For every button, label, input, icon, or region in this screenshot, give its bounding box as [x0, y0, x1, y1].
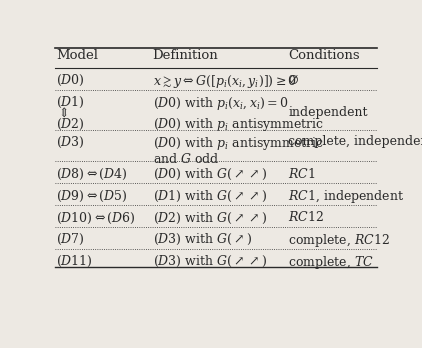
- Text: $(D9) \Leftrightarrow (D5)$: $(D9) \Leftrightarrow (D5)$: [56, 189, 128, 204]
- Text: Definition: Definition: [152, 49, 218, 62]
- Text: $RC$12: $RC$12: [288, 211, 324, 224]
- Text: complete, independent: complete, independent: [288, 135, 422, 148]
- Text: Model: Model: [56, 49, 98, 62]
- Text: $(D0)$: $(D0)$: [56, 73, 85, 88]
- Text: $(D2)$: $(D2)$: [56, 117, 85, 132]
- Text: complete, $RC$12: complete, $RC$12: [288, 232, 390, 250]
- Text: $RC$1: $RC$1: [288, 167, 316, 181]
- Text: Conditions: Conditions: [288, 49, 360, 62]
- Text: complete, $TC$: complete, $TC$: [288, 254, 374, 271]
- Text: independent: independent: [288, 106, 368, 119]
- Text: $(D0)$ with $p_i(x_i, x_i) = 0$: $(D0)$ with $p_i(x_i, x_i) = 0$: [152, 95, 288, 112]
- Text: $x \gtrsim y \Leftrightarrow G([p_i(x_i, y_i)]) \geq 0$: $x \gtrsim y \Leftrightarrow G([p_i(x_i,…: [152, 73, 297, 90]
- Text: $(D1)$: $(D1)$: [56, 95, 85, 110]
- Text: $\varnothing$: $\varnothing$: [288, 73, 299, 86]
- Text: $(D7)$: $(D7)$: [56, 232, 85, 247]
- Text: $(D8) \Leftrightarrow (D4)$: $(D8) \Leftrightarrow (D4)$: [56, 167, 128, 182]
- Text: $(D10) \Leftrightarrow (D6)$: $(D10) \Leftrightarrow (D6)$: [56, 211, 136, 226]
- Text: $(D3)$ with $G(\nearrow\nearrow)$: $(D3)$ with $G(\nearrow\nearrow)$: [152, 254, 267, 269]
- Text: $(D0)$ with $p_i$ antisymmetric: $(D0)$ with $p_i$ antisymmetric: [152, 117, 324, 134]
- Text: $(D3)$ with $G(\nearrow)$: $(D3)$ with $G(\nearrow)$: [152, 232, 252, 247]
- Text: $(D2)$ with $G(\nearrow\nearrow)$: $(D2)$ with $G(\nearrow\nearrow)$: [152, 211, 267, 226]
- Text: $(D1)$ with $G(\nearrow\nearrow)$: $(D1)$ with $G(\nearrow\nearrow)$: [152, 189, 267, 204]
- Text: $\Updownarrow$: $\Updownarrow$: [56, 106, 68, 120]
- Text: $(D11)$: $(D11)$: [56, 254, 93, 269]
- Text: $RC$1, independent: $RC$1, independent: [288, 189, 405, 205]
- Text: $(D0)$ with $G(\nearrow\nearrow)$: $(D0)$ with $G(\nearrow\nearrow)$: [152, 167, 267, 182]
- Text: $(D3)$: $(D3)$: [56, 135, 85, 150]
- Text: and $G$ odd: and $G$ odd: [152, 152, 219, 166]
- Text: $(D0)$ with $p_i$ antisymmetric: $(D0)$ with $p_i$ antisymmetric: [152, 135, 324, 152]
